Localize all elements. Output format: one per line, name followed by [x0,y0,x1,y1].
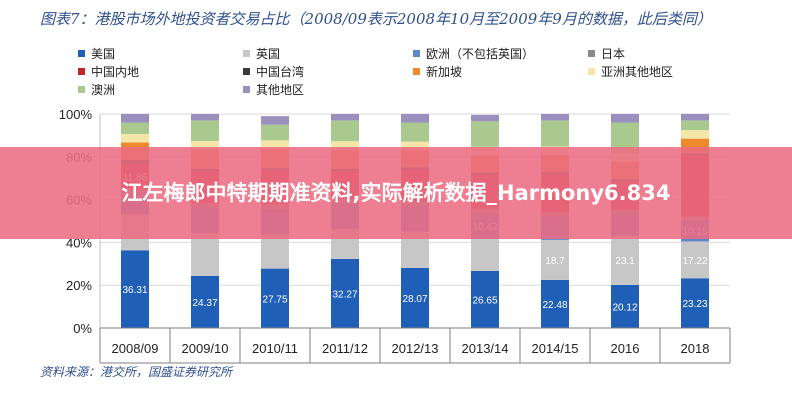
bar-segment [681,120,709,131]
legend-label: 中国台湾 [256,64,304,79]
bar-segment [681,241,709,279]
x-tick-label: 2014/15 [532,341,579,356]
data-label: 32.27 [332,289,357,300]
legend-swatch [78,50,85,57]
legend-label: 欧洲（不包括英国） [426,46,534,61]
x-tick-label: 2011/12 [322,341,368,356]
legend-swatch [243,68,250,75]
x-tick-label: 2010/11 [252,341,298,356]
data-label: 23.1 [615,256,635,267]
x-tick-label: 2008/09 [112,341,159,356]
legend-label: 美国 [91,47,115,61]
x-axis: 2008/09 2009/10 2010/11 2011/12 2012/13 2013/… [99,327,731,364]
overlay-banner: 江左梅郎中特期期准资料,实际解析数据_Harmony6.834 [0,147,792,239]
bar-segment [471,121,499,147]
data-label: 23.23 [682,299,707,310]
legend-label: 澳洲 [91,83,115,97]
data-label: 20.12 [612,302,637,313]
bar-segment [261,140,289,149]
bar-segment [191,233,219,276]
bar-segment [681,278,709,328]
legend-label: 中国内地 [91,64,139,79]
bar-segment [611,284,639,328]
bar-segment [121,133,149,143]
y-tick-label: 20% [66,278,92,293]
legend-label: 日本 [601,47,625,61]
legend-label: 英国 [256,47,280,61]
bar-segment [611,235,639,285]
bar-segment [401,122,429,142]
legend-swatch [243,86,250,93]
source-note: 资料来源：港交所，国盛证券研究所 [40,365,234,379]
bar-segment [191,114,219,121]
bar-segment [331,114,359,121]
bar-segment [121,250,149,328]
bar-segment [541,279,569,328]
bar-segment [331,141,359,150]
bar-segment [261,116,289,125]
y-tick-label: 100% [59,107,93,122]
bar-segment [261,268,289,328]
bar-segment [401,267,429,328]
x-tick-label: 2012/13 [392,341,439,356]
legend-label: 亚洲其他地区 [601,65,673,79]
bar-segment [331,120,359,142]
data-label: 27.75 [262,294,287,305]
legend-swatch [413,68,420,75]
bar-segment [121,122,149,134]
data-label: 17.22 [682,256,707,267]
x-tick-label: 2013/14 [462,341,509,356]
bar-segment [471,238,499,271]
bar-segment [191,275,219,328]
bar-segment [471,270,499,328]
data-label: 36.31 [122,285,147,296]
bar-segment [401,141,429,151]
x-tick-label: 2009/10 [182,341,229,356]
bar-segment [681,114,709,121]
chart-title: 图表7：港股市场外地投资者交易占比（2008/09表示2008年10月至2009… [40,10,712,28]
legend-swatch [78,68,85,75]
x-tick-label: 2016 [611,341,640,356]
bar-segment [541,239,569,280]
bar-segment [681,130,709,139]
data-label: 24.37 [192,298,217,309]
bar-segment [331,258,359,328]
data-label: 28.07 [402,294,427,305]
legend-swatch [413,50,420,57]
legend-swatch [78,86,85,93]
bar-segment [541,114,569,121]
data-label: 18.7 [545,256,565,267]
bar-segment [191,120,219,142]
y-tick-label: 40% [66,235,92,250]
legend-swatch [588,50,595,57]
bar-segment [261,234,289,269]
legend-swatch [243,50,250,57]
bar-segment [471,114,499,122]
bar-segment [611,114,639,123]
data-label: 22.48 [542,300,567,311]
overlay-title: 江左梅郎中特期期准资料,实际解析数据_Harmony6.834 [121,181,671,205]
legend-label: 其他地区 [256,83,304,97]
bar-segment [121,114,149,123]
bar-segment [191,141,219,150]
bar-segment [541,120,569,147]
bar-segment [401,114,429,123]
legend-swatch [588,68,595,75]
bar-segment [261,124,289,141]
data-label: 26.65 [472,295,497,306]
y-tick-label: 0% [73,321,92,336]
legend-label: 新加坡 [426,64,462,79]
x-tick-label: 2018 [681,341,710,356]
